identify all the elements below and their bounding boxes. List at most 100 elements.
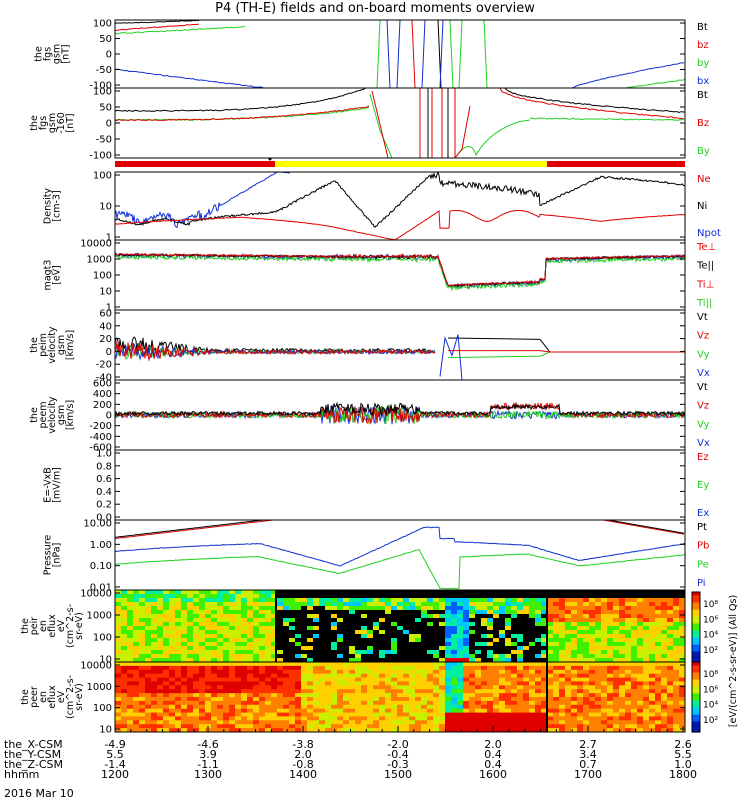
spec-i-cell	[583, 594, 590, 599]
spec-i-cell	[523, 638, 530, 643]
spec-i-cell	[277, 622, 284, 627]
spec-e-cell	[523, 724, 530, 729]
spec-e-cell	[385, 662, 392, 667]
spec-e-cell	[235, 693, 242, 698]
spec-e-cell	[463, 704, 470, 710]
spec-i-cell	[493, 646, 500, 651]
colorbar-1-step	[692, 725, 700, 728]
spec-e-cell	[379, 716, 386, 721]
spec-e-cell	[481, 685, 488, 690]
spec-e-cell	[121, 681, 128, 686]
spec-e-cell	[241, 728, 248, 732]
spec-i-cell	[481, 634, 488, 639]
spec-i-cell	[307, 602, 314, 607]
spec-e-cell	[487, 689, 494, 694]
spec-e-cell	[439, 712, 446, 718]
spec-e-cell	[181, 712, 188, 718]
spec-i-cell	[607, 650, 614, 655]
spec-e-cell	[541, 716, 548, 721]
spec-e-cell	[133, 712, 140, 718]
spec-e-cell	[517, 704, 524, 710]
spec-e-cell	[313, 681, 320, 686]
spec-i-cell	[421, 602, 428, 607]
spec-i-cell	[139, 630, 146, 635]
spec-i-cell	[493, 642, 500, 647]
spec-e-cell	[547, 724, 554, 729]
spec-e-cell	[337, 681, 344, 686]
spec-e-cell	[439, 697, 446, 702]
spec-e-cell	[175, 673, 182, 679]
spec-e-cell	[151, 693, 158, 698]
spec-e-cell	[265, 712, 272, 718]
spec-i-cell	[271, 658, 278, 662]
spec-i-cell	[523, 646, 530, 651]
colorbar-1-step	[692, 688, 700, 691]
spec-i-cell	[121, 594, 128, 599]
spec-i-cell	[277, 610, 284, 615]
spec-i-cell	[379, 638, 386, 643]
spec-e-cell	[667, 677, 674, 683]
spec-i-cell	[229, 606, 236, 611]
spec-i-cell	[199, 646, 206, 651]
spec-i-cell	[577, 622, 584, 627]
spec-e-cell	[253, 700, 260, 706]
spec-e-cell	[535, 700, 542, 706]
spec-i-cell	[421, 610, 428, 615]
spec-e-cell	[463, 708, 470, 714]
spec-i-cell	[379, 614, 386, 619]
spec-e-cell	[619, 716, 626, 721]
spec-e-cell	[541, 681, 548, 686]
spec-e-cell	[169, 685, 176, 690]
spec-i-cell	[121, 626, 128, 631]
spec-i-cell	[649, 650, 656, 655]
spec-e-cell	[427, 681, 434, 686]
spec-i-cell	[157, 618, 164, 623]
spec-e-cell	[625, 665, 632, 671]
spec-i-cell	[589, 594, 596, 599]
spec-e-cell	[127, 665, 134, 671]
spec-e-cell	[307, 673, 314, 679]
spec-e-cell	[379, 700, 386, 706]
panel-2-legend-2: Npot	[697, 228, 721, 239]
spec-i-cell	[583, 610, 590, 615]
spec-e-cell	[463, 685, 470, 690]
spec-e-cell	[319, 716, 326, 721]
spec-i-cell	[115, 626, 122, 631]
spec-i-cell	[565, 654, 572, 659]
spec-e-cell	[415, 708, 422, 714]
spec-e-cell	[307, 662, 314, 667]
spec-e-cell	[151, 724, 158, 729]
spec-e-cell	[517, 677, 524, 683]
spec-i-cell	[241, 658, 248, 662]
spec-i-cell	[385, 646, 392, 651]
spec-i-cell	[583, 658, 590, 662]
spec-i-cell	[535, 590, 542, 595]
spec-e-cell	[679, 689, 685, 694]
spec-i-cell	[319, 630, 326, 635]
spec-e-cell	[511, 677, 518, 683]
spec-e-cell	[229, 712, 236, 718]
spec-i-cell	[505, 646, 512, 651]
spec-i-cell	[517, 642, 524, 647]
spec-e-cell	[475, 720, 482, 725]
spec-i-cell	[289, 590, 296, 595]
spec-i-cell	[655, 622, 662, 627]
spec-i-cell	[289, 606, 296, 611]
spec-i-cell	[247, 646, 254, 651]
spec-e-cell	[643, 708, 650, 714]
spec-e-cell	[451, 708, 458, 714]
spec-e-cell	[625, 728, 632, 732]
ephem-value: 3.9	[199, 748, 217, 761]
spec-e-cell	[547, 685, 554, 690]
spec-e-cell	[517, 700, 524, 706]
spec-e-cell	[457, 681, 464, 686]
spec-i-cell	[565, 626, 572, 631]
spec-e-cell	[679, 720, 685, 725]
spec-e-cell	[577, 716, 584, 721]
spec-e-cell	[397, 724, 404, 729]
spec-i-cell	[535, 610, 542, 615]
spec-e-cell	[175, 720, 182, 725]
spec-i-cell	[397, 634, 404, 639]
spec-i-cell	[349, 610, 356, 615]
spec-e-cell	[331, 685, 338, 690]
